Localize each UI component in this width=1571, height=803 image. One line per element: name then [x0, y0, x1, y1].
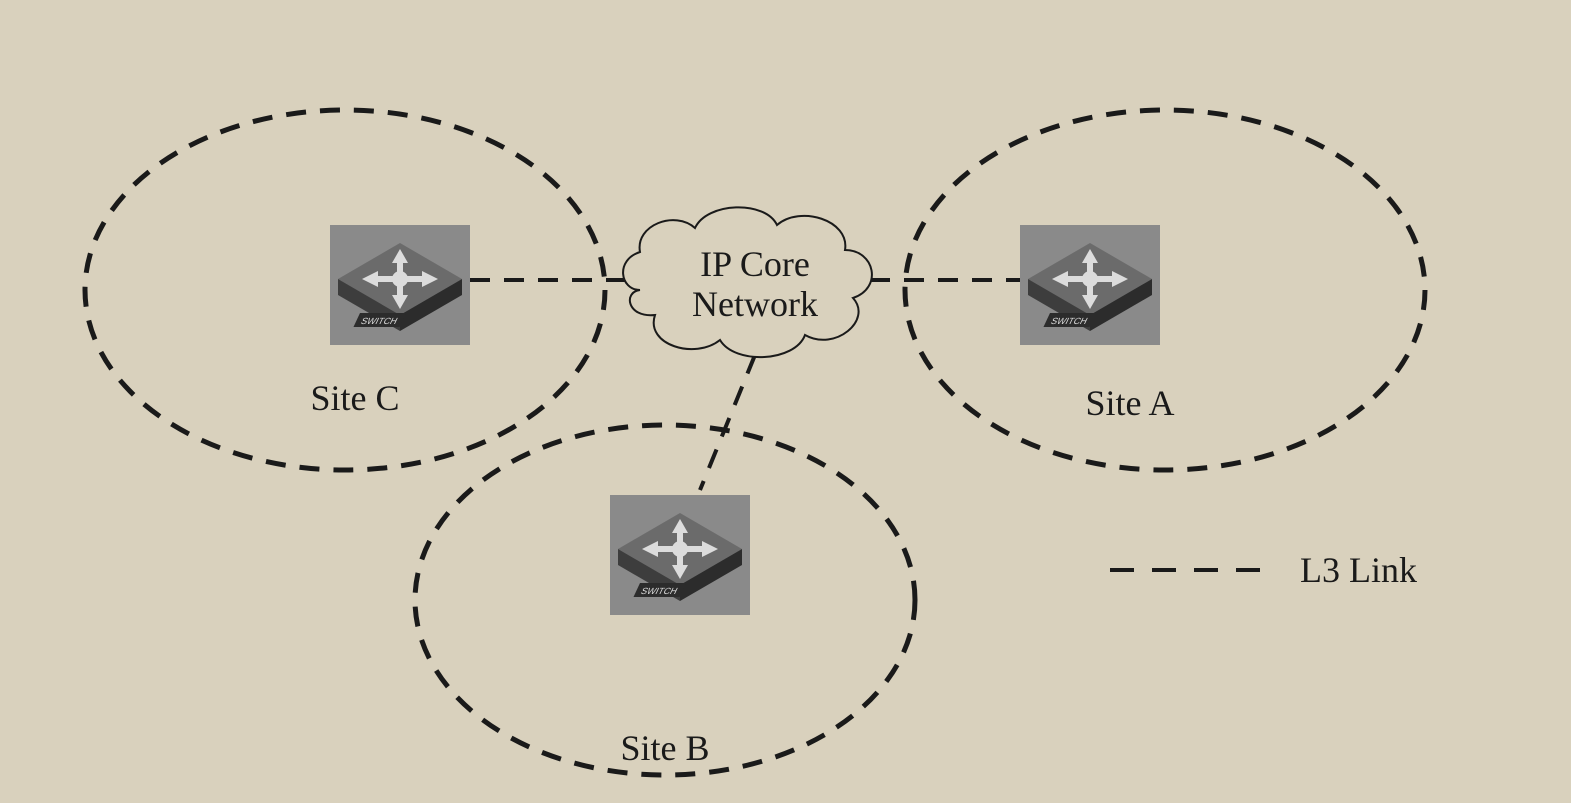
site-b-label: Site B — [620, 728, 709, 768]
legend-label: L3 Link — [1300, 550, 1417, 590]
switch-icon-site-c — [330, 225, 470, 345]
site-a-label: Site A — [1085, 383, 1174, 423]
link-b-core — [700, 355, 755, 490]
cloud-label-line1: IP Core — [700, 244, 810, 284]
switch-icon-site-b — [610, 495, 750, 615]
cloud-label-line2: Network — [692, 284, 818, 324]
switch-icon-site-a — [1020, 225, 1160, 345]
site-c-label: Site C — [310, 378, 399, 418]
ip-core-cloud: IP Core Network — [623, 207, 872, 357]
